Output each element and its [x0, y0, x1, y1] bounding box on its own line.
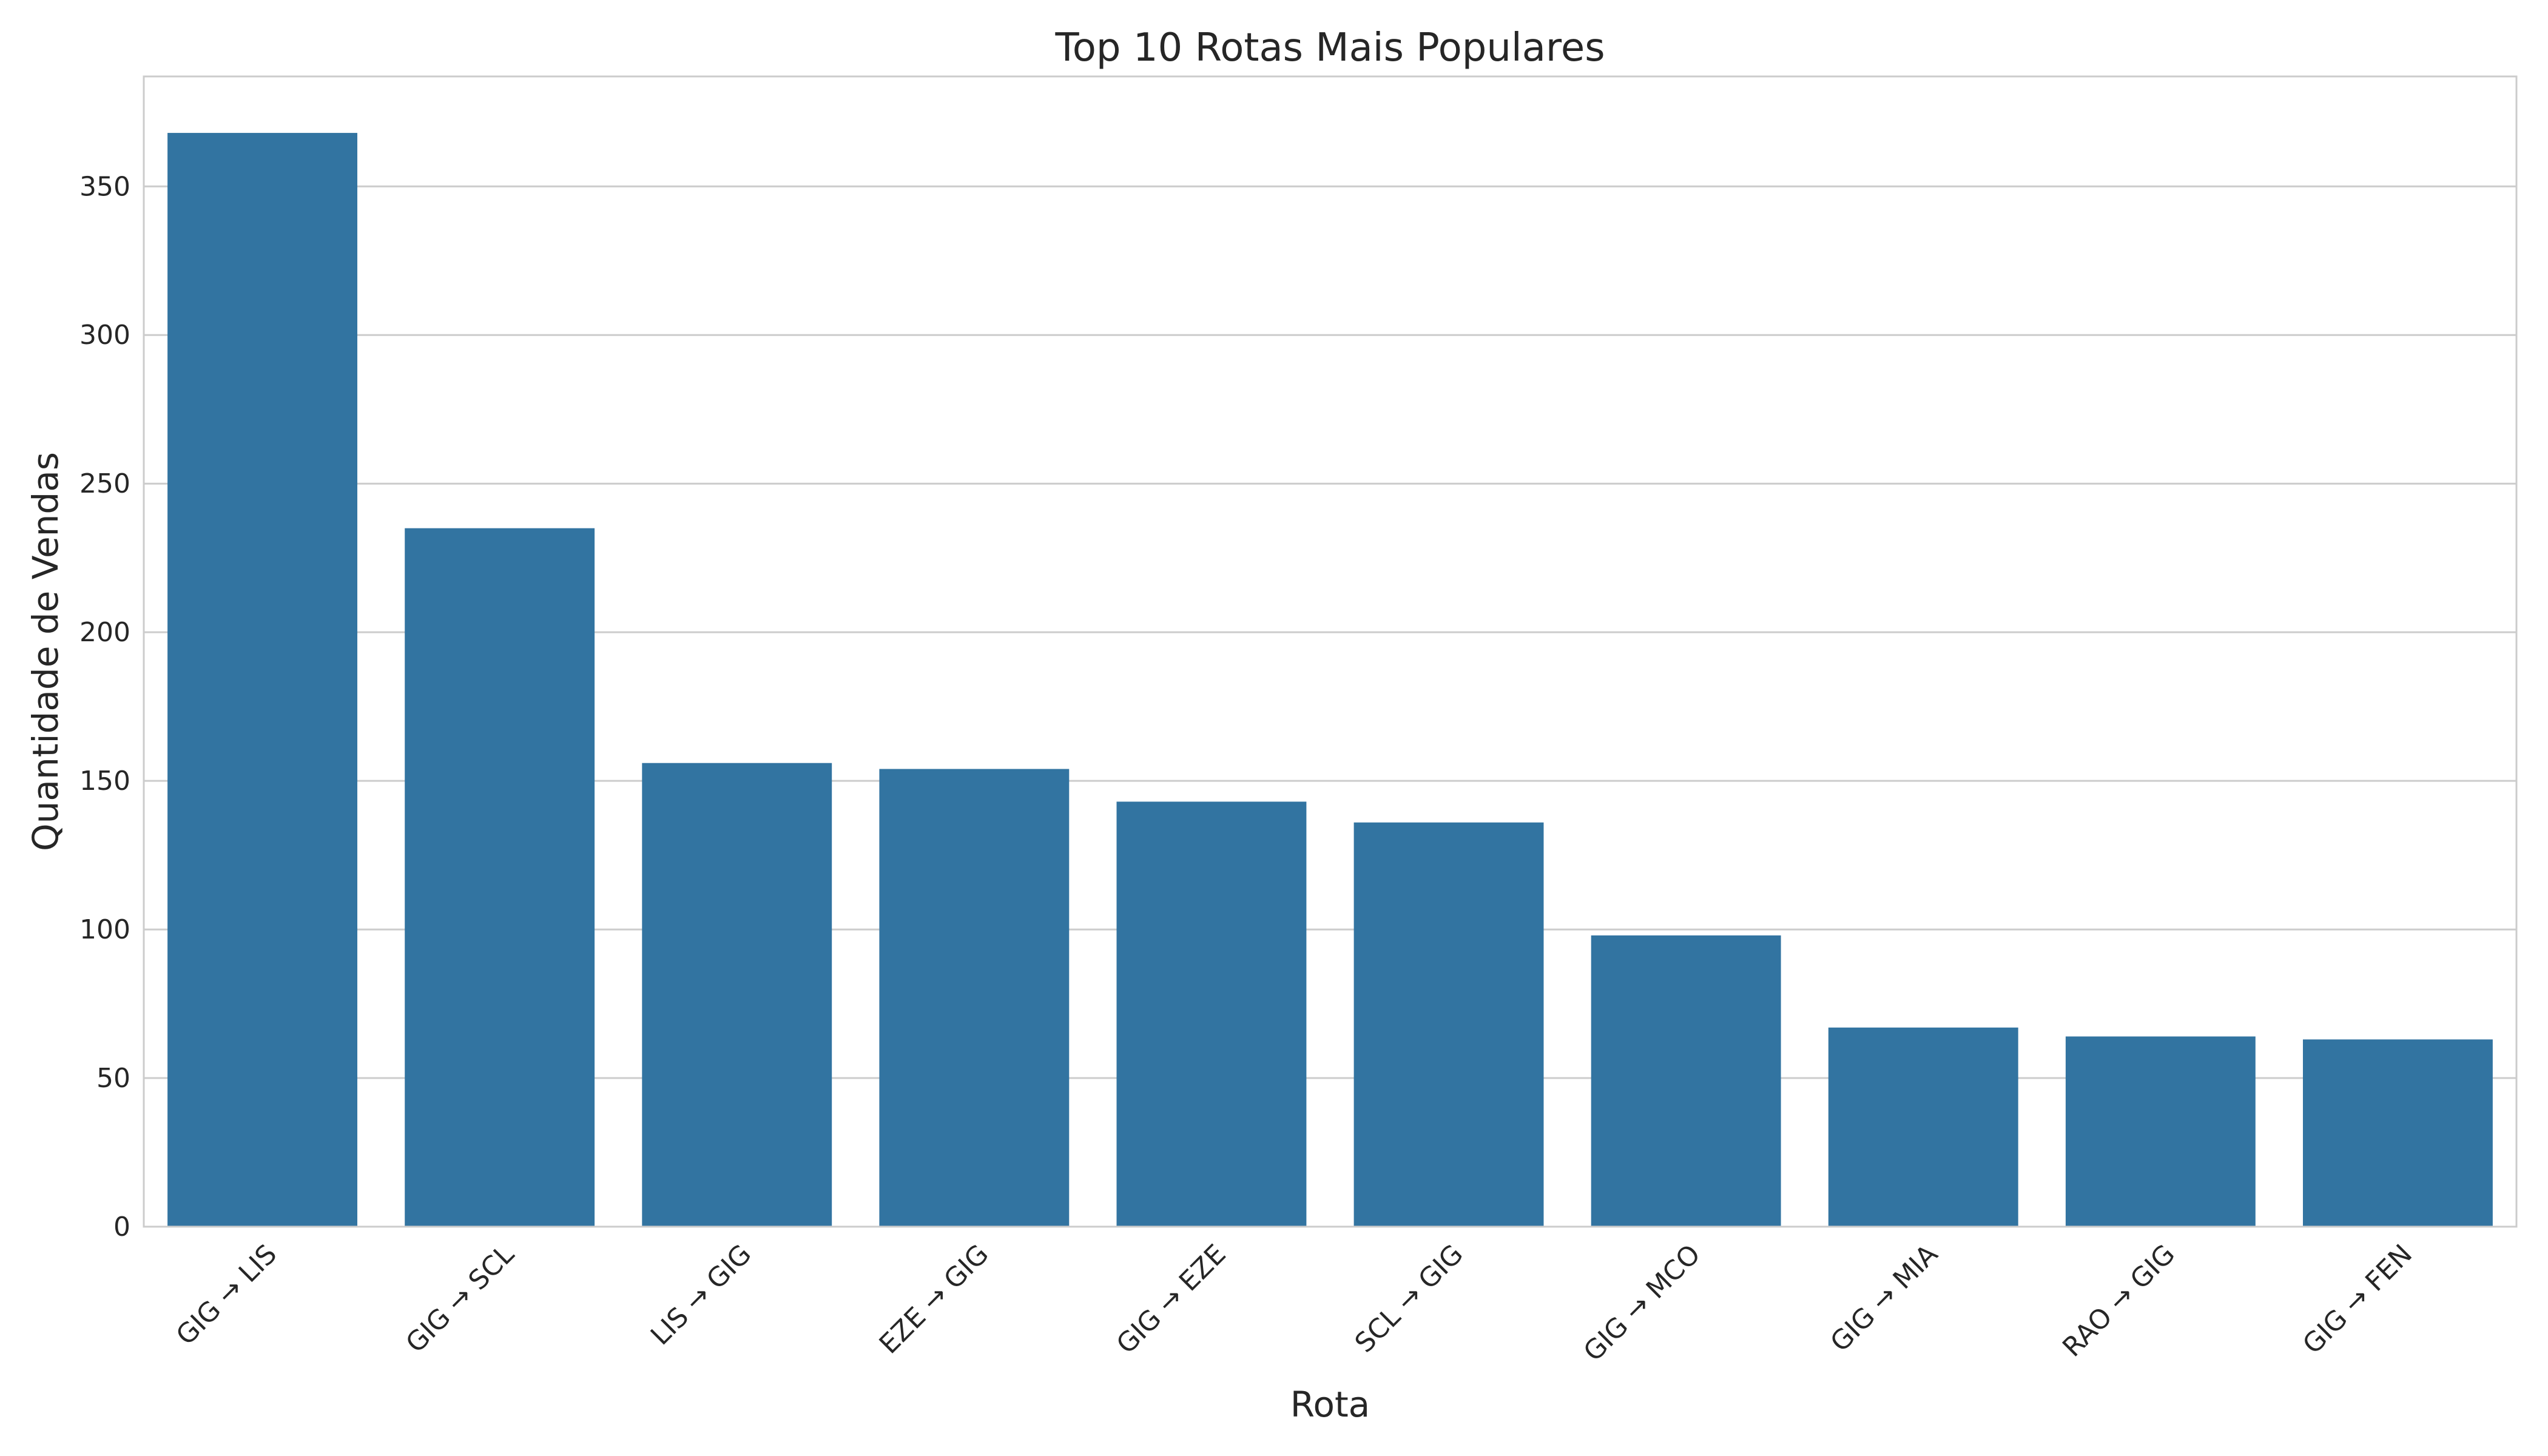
- x-tick-label: GIG → MCO: [1578, 1239, 1707, 1367]
- bar: [405, 528, 595, 1227]
- bar: [1116, 801, 1307, 1227]
- y-tick-label: 150: [79, 766, 130, 797]
- y-tick-label: 200: [79, 617, 130, 648]
- bar: [879, 769, 1070, 1227]
- x-tick-label: GIG → MIA: [1824, 1239, 1944, 1358]
- bar: [2303, 1039, 2493, 1227]
- bar: [1828, 1027, 2018, 1227]
- y-axis-label: Quantidade de Vendas: [25, 452, 66, 851]
- bar: [1591, 935, 1781, 1227]
- bar: [642, 763, 832, 1227]
- y-tick-label: 0: [113, 1212, 130, 1242]
- x-tick-label: LIS → GIG: [645, 1239, 758, 1352]
- x-tick-labels: GIG → LIS GIG → SCL LIS → GIG EZE → GIG GIG …: [170, 1238, 2418, 1367]
- y-tick-labels: 0 50 100 150 200 250 300 350: [79, 171, 130, 1242]
- plot-frame: [143, 75, 2518, 1228]
- y-tick-label: 250: [79, 468, 130, 499]
- x-tick-label: GIG → SCL: [400, 1238, 520, 1358]
- y-tick-label: 350: [79, 171, 130, 202]
- x-axis-label: Rota: [1290, 1384, 1370, 1425]
- bar: [2065, 1036, 2256, 1227]
- x-tick-label: GIG → LIS: [170, 1239, 283, 1352]
- bars: [167, 133, 2493, 1227]
- x-tick-label: EZE → GIG: [874, 1239, 995, 1360]
- x-tick-label: RAO → GIG: [2057, 1239, 2181, 1363]
- bar: [1353, 822, 1544, 1227]
- x-tick-label: GIG → EZE: [1111, 1239, 1232, 1360]
- x-tick-label: SCL → GIG: [1349, 1239, 1469, 1359]
- y-tick-label: 300: [79, 320, 130, 351]
- y-tick-label: 50: [96, 1063, 130, 1094]
- x-tick-label: GIG → FEN: [2297, 1239, 2418, 1360]
- chart-title: Top 10 Rotas Mais Populares: [1054, 25, 1605, 70]
- y-tick-label: 100: [79, 914, 130, 945]
- bar: [167, 133, 357, 1227]
